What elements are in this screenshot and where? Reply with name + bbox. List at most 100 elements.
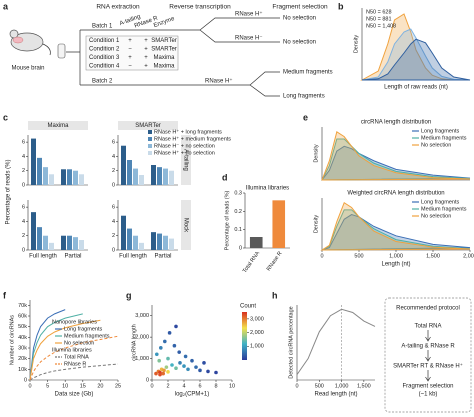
y-tick-label: 0 bbox=[112, 247, 115, 253]
y-axis-label: circRNA length bbox=[131, 324, 137, 360]
y-tick-label: 10k bbox=[18, 367, 27, 373]
y-tick-label: 0 bbox=[239, 245, 242, 251]
bar bbox=[49, 174, 54, 185]
y-axis-label: Detected circRNA percentage bbox=[288, 306, 294, 378]
legend-label: N50 = 881 bbox=[366, 16, 392, 22]
x-tick-label: 2,000 bbox=[463, 253, 474, 259]
table-cell: + bbox=[144, 38, 148, 44]
y-tick-label: 4 bbox=[22, 154, 25, 160]
colorbar-label: 1,000 bbox=[250, 344, 264, 350]
bar bbox=[121, 215, 126, 250]
y-tick-label: 1,000 bbox=[135, 356, 149, 362]
condition-label: Condition 2 bbox=[89, 47, 120, 53]
series-line bbox=[29, 363, 119, 381]
batch-label: Batch 1 bbox=[92, 24, 113, 30]
table-cell: SMARTer bbox=[151, 47, 177, 53]
y-tick-label: 0.1 bbox=[234, 227, 242, 233]
bar bbox=[37, 157, 42, 185]
x-tick-label: Total RNA bbox=[242, 250, 261, 274]
legend-label: Long fragments bbox=[64, 326, 102, 332]
point bbox=[198, 368, 202, 373]
legend-label: N50 = 628 bbox=[366, 9, 392, 15]
x-tick-label: 6 bbox=[198, 383, 201, 389]
series-line bbox=[29, 309, 66, 381]
y-tick-label: 60k bbox=[18, 313, 27, 319]
colorbar-label: 2,000 bbox=[250, 330, 264, 336]
bar bbox=[169, 238, 174, 250]
y-tick-label: 0 bbox=[112, 182, 115, 188]
x-axis-label: Data size (Gb) bbox=[55, 392, 94, 398]
table-cell: Maxima bbox=[153, 55, 175, 61]
x-tick-label: 8 bbox=[214, 383, 217, 389]
legend-label: Medium fragments bbox=[421, 206, 467, 212]
y-tick-label: 6 bbox=[22, 205, 25, 211]
bar bbox=[43, 167, 48, 185]
series-line bbox=[320, 201, 471, 251]
y-tick-label: 4 bbox=[112, 219, 115, 225]
y-tick-label: 0 bbox=[24, 377, 27, 383]
table-cell: Maxima bbox=[153, 64, 175, 70]
bar bbox=[49, 242, 54, 250]
point bbox=[174, 324, 178, 329]
point bbox=[161, 371, 165, 376]
x-axis-label: log₂(CPM+1) bbox=[175, 392, 210, 398]
x-tick-label: 10 bbox=[62, 383, 68, 389]
point bbox=[186, 367, 190, 372]
y-tick-label: 0 bbox=[146, 377, 149, 383]
outcome-label: Medium fragments bbox=[283, 70, 333, 76]
x-axis-label: Read length (nt) bbox=[314, 392, 357, 398]
protocol-box bbox=[384, 297, 472, 413]
x-tick-label: 10 bbox=[229, 383, 235, 389]
table-cell: SMARTer bbox=[151, 38, 177, 44]
chart-title: circRNA length distribution bbox=[361, 120, 431, 126]
y-tick-label: 2 bbox=[22, 168, 25, 174]
bar bbox=[163, 235, 168, 250]
x-axis-label: Length of raw reads (nt) bbox=[384, 85, 448, 91]
bar bbox=[73, 170, 78, 185]
bar bbox=[133, 168, 138, 185]
protocol-arrows bbox=[425, 330, 431, 382]
facet-header bbox=[28, 121, 88, 130]
legend-label: Total RNA bbox=[64, 354, 89, 360]
x-tick-label: 1,000 bbox=[335, 383, 349, 389]
table-cell: + bbox=[144, 64, 148, 70]
point bbox=[182, 364, 186, 368]
legend-label: No selection bbox=[64, 340, 94, 346]
x-axis-label: Length (nt) bbox=[381, 262, 410, 268]
bar bbox=[61, 235, 66, 250]
point bbox=[163, 339, 167, 344]
x-tick-label: 1,500 bbox=[426, 253, 440, 259]
point bbox=[206, 369, 210, 374]
legend-label: RNase H⁺ + no selection bbox=[154, 149, 215, 156]
y-axis-label: Percentage of reads (%) bbox=[224, 191, 230, 251]
point bbox=[166, 356, 170, 361]
x-tick-label: Partial bbox=[154, 254, 171, 260]
y-tick-label: 2 bbox=[22, 233, 25, 239]
mouse-tail bbox=[42, 43, 51, 56]
y-tick-label: 3,000 bbox=[135, 313, 149, 319]
table-cell: + bbox=[144, 47, 148, 53]
bar bbox=[157, 233, 162, 250]
x-tick-label: 5 bbox=[46, 383, 49, 389]
series-line bbox=[321, 131, 471, 181]
facet-header bbox=[118, 121, 178, 130]
y-tick-label: 6 bbox=[112, 205, 115, 211]
series-line bbox=[29, 313, 83, 381]
panel-letter: g bbox=[126, 290, 132, 300]
condition-label: Condition 1 bbox=[89, 38, 120, 44]
legend-label: RNase R bbox=[64, 361, 86, 367]
bar bbox=[31, 138, 36, 185]
legend-swatch bbox=[148, 130, 152, 134]
enzyme-label: RNase H⁻ bbox=[235, 36, 263, 42]
panel-letter: b bbox=[338, 1, 344, 11]
series-line bbox=[361, 28, 471, 81]
legend-label: Long fragments bbox=[421, 199, 459, 205]
y-axis-label: Percentage of reads (%) bbox=[6, 159, 12, 224]
y-tick-label: 2 bbox=[112, 233, 115, 239]
legend-label: Medium fragments bbox=[421, 135, 467, 141]
legend-title: Nanopore libraries bbox=[52, 319, 97, 325]
bar bbox=[151, 165, 156, 185]
outcome-label: No selection bbox=[283, 40, 316, 46]
point bbox=[154, 371, 158, 376]
